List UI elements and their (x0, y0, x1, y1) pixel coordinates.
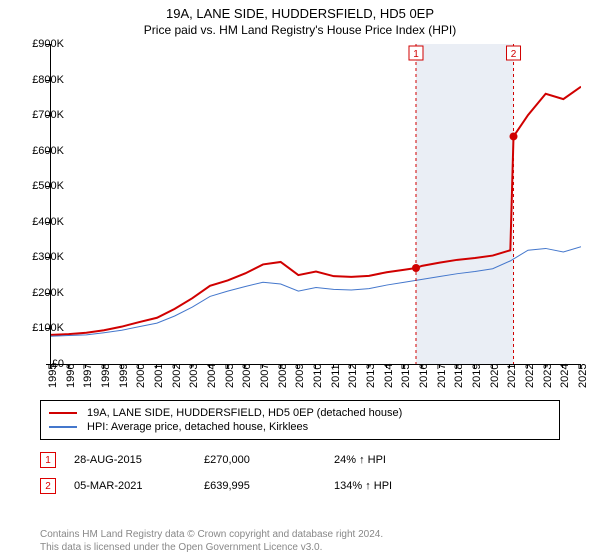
title-address: 19A, LANE SIDE, HUDDERSFIELD, HD5 0EP (0, 0, 600, 21)
xtick-label: 2013 (365, 364, 377, 388)
ytick-mark (46, 80, 50, 81)
xtick-mark (350, 364, 351, 368)
xtick-label: 1998 (100, 364, 112, 388)
legend-swatch-1 (49, 412, 77, 414)
xtick-label: 1996 (65, 364, 77, 388)
xtick-mark (121, 364, 122, 368)
xtick-mark (439, 364, 440, 368)
xtick-label: 1995 (47, 364, 59, 388)
xtick-mark (68, 364, 69, 368)
legend-row-1: 19A, LANE SIDE, HUDDERSFIELD, HD5 0EP (d… (49, 406, 551, 420)
footer-line-2: This data is licensed under the Open Gov… (40, 541, 383, 554)
xtick-label: 2002 (171, 364, 183, 388)
xtick-mark (297, 364, 298, 368)
plot-svg: 12 (51, 44, 581, 364)
footer-text: Contains HM Land Registry data © Crown c… (40, 528, 383, 554)
xtick-label: 1997 (82, 364, 94, 388)
legend-label-1: 19A, LANE SIDE, HUDDERSFIELD, HD5 0EP (d… (87, 407, 402, 419)
xtick-label: 2006 (241, 364, 253, 388)
xtick-mark (403, 364, 404, 368)
sale-pct-1: 24% ↑ HPI (334, 454, 464, 466)
xtick-mark (209, 364, 210, 368)
xtick-mark (191, 364, 192, 368)
footer-line-1: Contains HM Land Registry data © Crown c… (40, 528, 383, 541)
xtick-mark (545, 364, 546, 368)
xtick-mark (562, 364, 563, 368)
svg-text:1: 1 (413, 49, 419, 60)
xtick-label: 2010 (312, 364, 324, 388)
legend-label-2: HPI: Average price, detached house, Kirk… (87, 421, 308, 433)
xtick-mark (156, 364, 157, 368)
xtick-label: 2014 (383, 364, 395, 388)
ytick-mark (46, 328, 50, 329)
xtick-label: 2023 (542, 364, 554, 388)
sale-marker-1: 1 (40, 452, 56, 468)
xtick-label: 2024 (559, 364, 571, 388)
ytick-mark (46, 293, 50, 294)
sale-price-2: £639,995 (204, 480, 334, 492)
xtick-label: 2016 (418, 364, 430, 388)
xtick-label: 2009 (294, 364, 306, 388)
legend-swatch-2 (49, 426, 77, 428)
xtick-mark (244, 364, 245, 368)
sale-pct-2: 134% ↑ HPI (334, 480, 464, 492)
xtick-label: 2025 (577, 364, 589, 388)
plot-area: 12 (50, 44, 581, 365)
xtick-label: 2000 (135, 364, 147, 388)
sale-price-1: £270,000 (204, 454, 334, 466)
xtick-mark (368, 364, 369, 368)
xtick-label: 2011 (330, 364, 342, 388)
ytick-mark (46, 151, 50, 152)
svg-text:2: 2 (511, 49, 517, 60)
xtick-mark (103, 364, 104, 368)
xtick-label: 2008 (277, 364, 289, 388)
xtick-label: 2019 (471, 364, 483, 388)
xtick-label: 2015 (400, 364, 412, 388)
xtick-mark (421, 364, 422, 368)
xtick-mark (492, 364, 493, 368)
xtick-label: 2022 (524, 364, 536, 388)
xtick-mark (85, 364, 86, 368)
sale-row-1: 1 28-AUG-2015 £270,000 24% ↑ HPI (40, 452, 464, 468)
xtick-label: 2007 (259, 364, 271, 388)
xtick-mark (227, 364, 228, 368)
chart-container: 19A, LANE SIDE, HUDDERSFIELD, HD5 0EP Pr… (0, 0, 600, 560)
xtick-label: 2017 (436, 364, 448, 388)
xtick-mark (50, 364, 51, 368)
xtick-mark (580, 364, 581, 368)
xtick-label: 2020 (489, 364, 501, 388)
title-subtitle: Price paid vs. HM Land Registry's House … (0, 21, 600, 37)
xtick-mark (174, 364, 175, 368)
xtick-label: 2003 (188, 364, 200, 388)
xtick-mark (474, 364, 475, 368)
xtick-mark (315, 364, 316, 368)
xtick-mark (280, 364, 281, 368)
xtick-mark (456, 364, 457, 368)
xtick-mark (509, 364, 510, 368)
xtick-mark (386, 364, 387, 368)
xtick-mark (333, 364, 334, 368)
ytick-mark (46, 44, 50, 45)
xtick-mark (138, 364, 139, 368)
ytick-mark (46, 186, 50, 187)
xtick-label: 2018 (453, 364, 465, 388)
xtick-label: 2005 (224, 364, 236, 388)
ytick-mark (46, 115, 50, 116)
legend-row-2: HPI: Average price, detached house, Kirk… (49, 420, 551, 434)
xtick-label: 2021 (506, 364, 518, 388)
sale-date-1: 28-AUG-2015 (74, 454, 204, 466)
sale-row-2: 2 05-MAR-2021 £639,995 134% ↑ HPI (40, 478, 464, 494)
xtick-label: 2004 (206, 364, 218, 388)
xtick-label: 1999 (118, 364, 130, 388)
xtick-mark (262, 364, 263, 368)
xtick-label: 2012 (347, 364, 359, 388)
ytick-mark (46, 257, 50, 258)
legend-box: 19A, LANE SIDE, HUDDERSFIELD, HD5 0EP (d… (40, 400, 560, 440)
sale-marker-2: 2 (40, 478, 56, 494)
xtick-label: 2001 (153, 364, 165, 388)
xtick-mark (527, 364, 528, 368)
ytick-mark (46, 222, 50, 223)
sale-date-2: 05-MAR-2021 (74, 480, 204, 492)
